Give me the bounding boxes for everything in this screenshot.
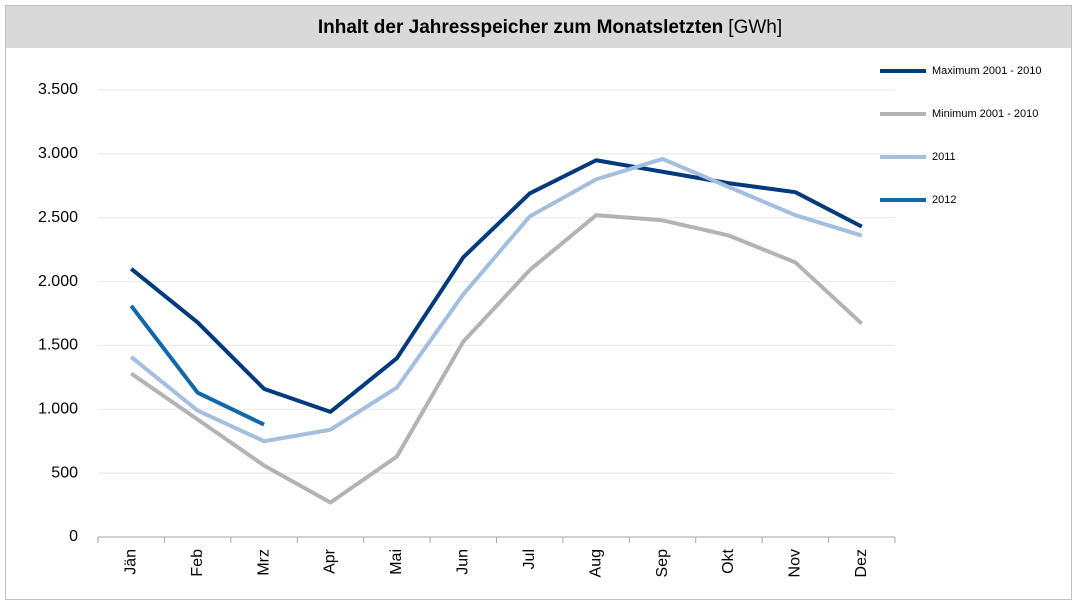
x-tick-label: Apr (322, 548, 339, 574)
y-tick-label: 3.000 (38, 145, 78, 162)
y-tick-label: 1.500 (38, 337, 78, 354)
y-tick-label: 0 (69, 528, 78, 545)
chart-title-group: Inhalt der Jahresspeicher zum Monatsletz… (318, 17, 782, 38)
chart-title: Inhalt der Jahresspeicher zum Monatsletz… (318, 17, 723, 38)
x-tick-label: Sep (654, 549, 671, 578)
legend-label: 2012 (932, 194, 956, 206)
x-tick-label: Feb (189, 549, 206, 577)
y-tick-label: 500 (51, 464, 78, 481)
legend-label: Maximum 2001 - 2010 (932, 65, 1041, 77)
y-tick-label: 2.000 (38, 273, 78, 290)
x-tick-label: Jän (122, 549, 139, 575)
title-bar (6, 6, 1071, 48)
x-tick-label: Mai (388, 549, 405, 575)
x-tick-label: Jun (455, 549, 472, 575)
x-tick-label: Nov (787, 549, 804, 577)
y-tick-label: 2.500 (38, 209, 78, 226)
chart-unit: [GWh] (728, 17, 782, 38)
y-tick-label: 3.500 (38, 81, 78, 98)
x-tick-label: Dez (853, 549, 870, 577)
chart-frame (5, 5, 1072, 600)
series-line (129, 156, 863, 444)
series-line (130, 213, 864, 505)
y-tick-label: 1.000 (38, 401, 78, 418)
legend-label: 2011 (932, 151, 956, 163)
legend-label: Minimum 2001 - 2010 (932, 108, 1038, 120)
x-tick-label: Mrz (255, 549, 272, 576)
x-tick-label: Jul (521, 549, 538, 569)
x-tick-label: Aug (587, 549, 604, 577)
series-line (129, 304, 265, 427)
x-tick-label: Okt (720, 548, 737, 573)
series-line (129, 158, 863, 414)
